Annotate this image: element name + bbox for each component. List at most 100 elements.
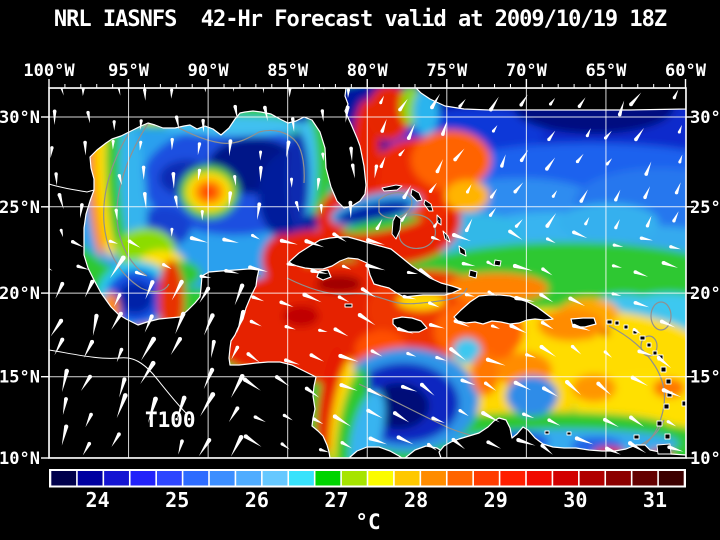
top-axis-label: 100°W xyxy=(23,61,75,81)
wind-arrow xyxy=(375,218,383,230)
wind-arrow xyxy=(111,312,123,331)
wind-arrow-head xyxy=(42,264,45,267)
wind-arrow xyxy=(176,397,187,420)
wind-arrow-head xyxy=(605,162,609,166)
wind-arrow xyxy=(262,88,265,94)
wind-arrow-head xyxy=(489,195,494,199)
wind-arrow xyxy=(367,238,385,245)
wind-arrow xyxy=(285,358,300,365)
wind-arrow xyxy=(579,189,588,203)
wind-arrow xyxy=(489,96,499,111)
wind-arrow-head xyxy=(239,283,245,288)
wind-arrow xyxy=(135,270,147,277)
wind-arrow xyxy=(367,408,383,419)
colorbar-cell xyxy=(262,471,288,486)
wind-arrow xyxy=(569,296,586,307)
wind-arrow-head xyxy=(312,417,316,421)
wind-arrow-head xyxy=(259,150,263,154)
wind-arrow-head xyxy=(428,301,432,305)
colorbar-tick-label: 28 xyxy=(404,488,428,512)
wind-arrow-head xyxy=(345,105,350,110)
wind-arrow xyxy=(83,340,94,359)
wind-arrow xyxy=(643,186,651,199)
wind-arrow-head xyxy=(117,432,121,437)
wind-arrow xyxy=(398,98,408,111)
wind-arrow xyxy=(291,118,295,132)
wind-arrow xyxy=(320,110,324,122)
wind-arrow-head xyxy=(332,414,337,419)
wind-arrow-head xyxy=(508,229,512,234)
wind-arrow-head xyxy=(398,107,402,112)
wind-arrow xyxy=(452,438,466,450)
wind-arrow-head xyxy=(375,226,379,231)
top-axis-label: 60°W xyxy=(665,61,707,81)
wind-arrow xyxy=(340,383,358,391)
wind-arrow xyxy=(614,189,621,201)
wind-arrow-head xyxy=(339,383,344,388)
wind-arrow xyxy=(449,347,466,361)
wind-arrow xyxy=(668,445,684,452)
wind-arrow-head xyxy=(322,82,325,85)
wind-arrow-head xyxy=(87,441,92,446)
wind-arrow xyxy=(463,261,476,267)
wind-arrow xyxy=(117,175,122,186)
wind-arrow xyxy=(305,386,320,398)
wind-arrow-head xyxy=(645,224,650,228)
wind-arrow-head xyxy=(435,169,440,174)
wind-arrow xyxy=(86,112,90,124)
wind-arrow-head xyxy=(514,296,519,301)
wind-arrow xyxy=(92,315,99,336)
left-axis-label: 20°N xyxy=(0,284,40,304)
wind-arrow-head xyxy=(52,109,57,114)
wind-arrow-head xyxy=(545,167,549,171)
wind-arrow xyxy=(519,94,528,106)
wind-arrow xyxy=(59,229,64,238)
wind-arrow-head xyxy=(639,236,644,240)
wind-arrow-head xyxy=(633,300,638,305)
wind-arrow-head xyxy=(259,165,263,170)
wind-arrow-head xyxy=(251,295,255,299)
wind-arrow xyxy=(313,417,324,425)
wind-arrow-head xyxy=(380,129,384,133)
wind-arrow-head xyxy=(350,163,355,168)
colorbar-tick-label: 31 xyxy=(643,488,667,512)
wind-arrow xyxy=(114,210,118,221)
wind-arrow-head xyxy=(370,349,374,353)
wind-arrow-head xyxy=(428,323,433,327)
wind-arrow xyxy=(657,356,672,369)
wind-arrow xyxy=(81,88,85,97)
wind-arrow-head xyxy=(310,268,315,273)
colorbar-tick-label: 30 xyxy=(563,488,587,512)
wind-arrow xyxy=(310,353,325,362)
wind-arrow-head xyxy=(575,159,580,164)
wind-arrow xyxy=(140,362,156,385)
wind-arrow-head xyxy=(406,351,410,356)
wind-arrow xyxy=(257,203,262,221)
wind-arrow xyxy=(334,327,349,337)
wind-arrow xyxy=(311,268,329,274)
wind-arrow-head xyxy=(572,323,577,328)
wind-arrow xyxy=(228,140,233,157)
right-axis-label: 20°N xyxy=(690,284,720,304)
wind-arrow-head xyxy=(224,269,228,273)
wind-arrow-head xyxy=(677,130,681,134)
wind-arrow-head xyxy=(318,328,322,332)
wind-arrow-head xyxy=(122,377,127,382)
wind-arrow xyxy=(523,412,535,419)
colorbar-cell xyxy=(526,471,552,486)
wind-arrow-head xyxy=(111,139,115,143)
colorbar-cell xyxy=(130,471,156,486)
wind-arrow-head xyxy=(86,110,90,115)
wind-arrow-head xyxy=(228,191,233,195)
wind-arrow xyxy=(661,319,676,328)
colorbar-cell xyxy=(368,471,394,486)
land-domain-mask xyxy=(415,88,686,111)
left-latitude-axis: 30°N 25°N 20°N 15°N 10°N xyxy=(0,108,49,469)
colorbar-tick-label: 25 xyxy=(165,488,189,512)
wind-arrow-head xyxy=(366,238,371,243)
wind-arrow-head xyxy=(574,436,579,441)
wind-arrow xyxy=(380,118,387,132)
wind-arrow xyxy=(510,324,528,334)
wind-arrow-head xyxy=(379,164,383,169)
colorbar-cell xyxy=(553,471,579,486)
